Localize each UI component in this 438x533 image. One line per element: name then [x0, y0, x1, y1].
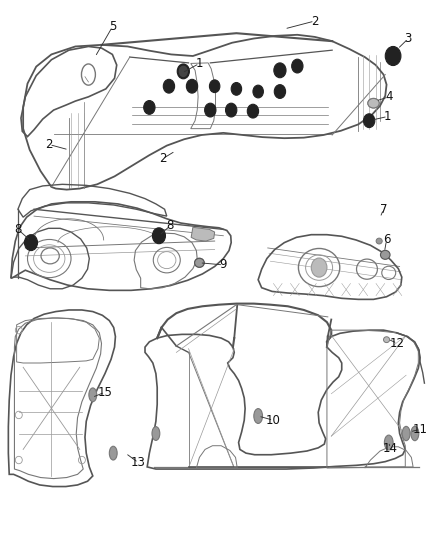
Circle shape	[364, 114, 375, 127]
Ellipse shape	[152, 426, 160, 440]
Ellipse shape	[385, 435, 393, 450]
Text: 8: 8	[166, 219, 174, 232]
Circle shape	[163, 79, 175, 93]
Text: 1: 1	[196, 57, 203, 70]
Ellipse shape	[384, 337, 390, 343]
Text: 6: 6	[383, 233, 390, 246]
Text: 13: 13	[131, 456, 146, 469]
Circle shape	[253, 85, 263, 98]
Text: 11: 11	[413, 423, 427, 436]
Circle shape	[226, 103, 237, 117]
Text: 9: 9	[219, 259, 227, 271]
Ellipse shape	[402, 426, 410, 441]
Circle shape	[385, 46, 401, 66]
Text: 2: 2	[159, 152, 166, 165]
Ellipse shape	[411, 426, 419, 441]
Text: 3: 3	[405, 32, 412, 45]
Circle shape	[292, 59, 303, 73]
Polygon shape	[191, 227, 215, 241]
Text: 2: 2	[46, 138, 53, 151]
Ellipse shape	[254, 409, 262, 423]
Circle shape	[25, 235, 38, 251]
Text: 1: 1	[384, 110, 392, 123]
Text: 15: 15	[98, 386, 113, 399]
Circle shape	[205, 103, 216, 117]
Ellipse shape	[194, 259, 204, 267]
Circle shape	[177, 64, 189, 79]
Circle shape	[152, 228, 166, 244]
Circle shape	[178, 65, 188, 78]
Text: 12: 12	[390, 337, 405, 350]
Circle shape	[274, 63, 286, 78]
Circle shape	[231, 83, 242, 95]
Text: 14: 14	[382, 442, 398, 455]
Ellipse shape	[110, 446, 117, 460]
Circle shape	[274, 85, 286, 99]
Circle shape	[247, 104, 258, 118]
Text: 8: 8	[14, 223, 21, 236]
Circle shape	[311, 258, 327, 277]
Text: 4: 4	[385, 90, 392, 103]
Circle shape	[209, 80, 220, 93]
Ellipse shape	[376, 238, 382, 244]
Text: 5: 5	[109, 20, 116, 34]
Ellipse shape	[381, 251, 390, 260]
Circle shape	[186, 79, 198, 93]
Ellipse shape	[89, 388, 97, 402]
Circle shape	[144, 101, 155, 114]
Text: 2: 2	[311, 14, 318, 28]
Ellipse shape	[368, 99, 379, 108]
Text: 10: 10	[266, 414, 281, 427]
Text: 7: 7	[380, 203, 387, 216]
